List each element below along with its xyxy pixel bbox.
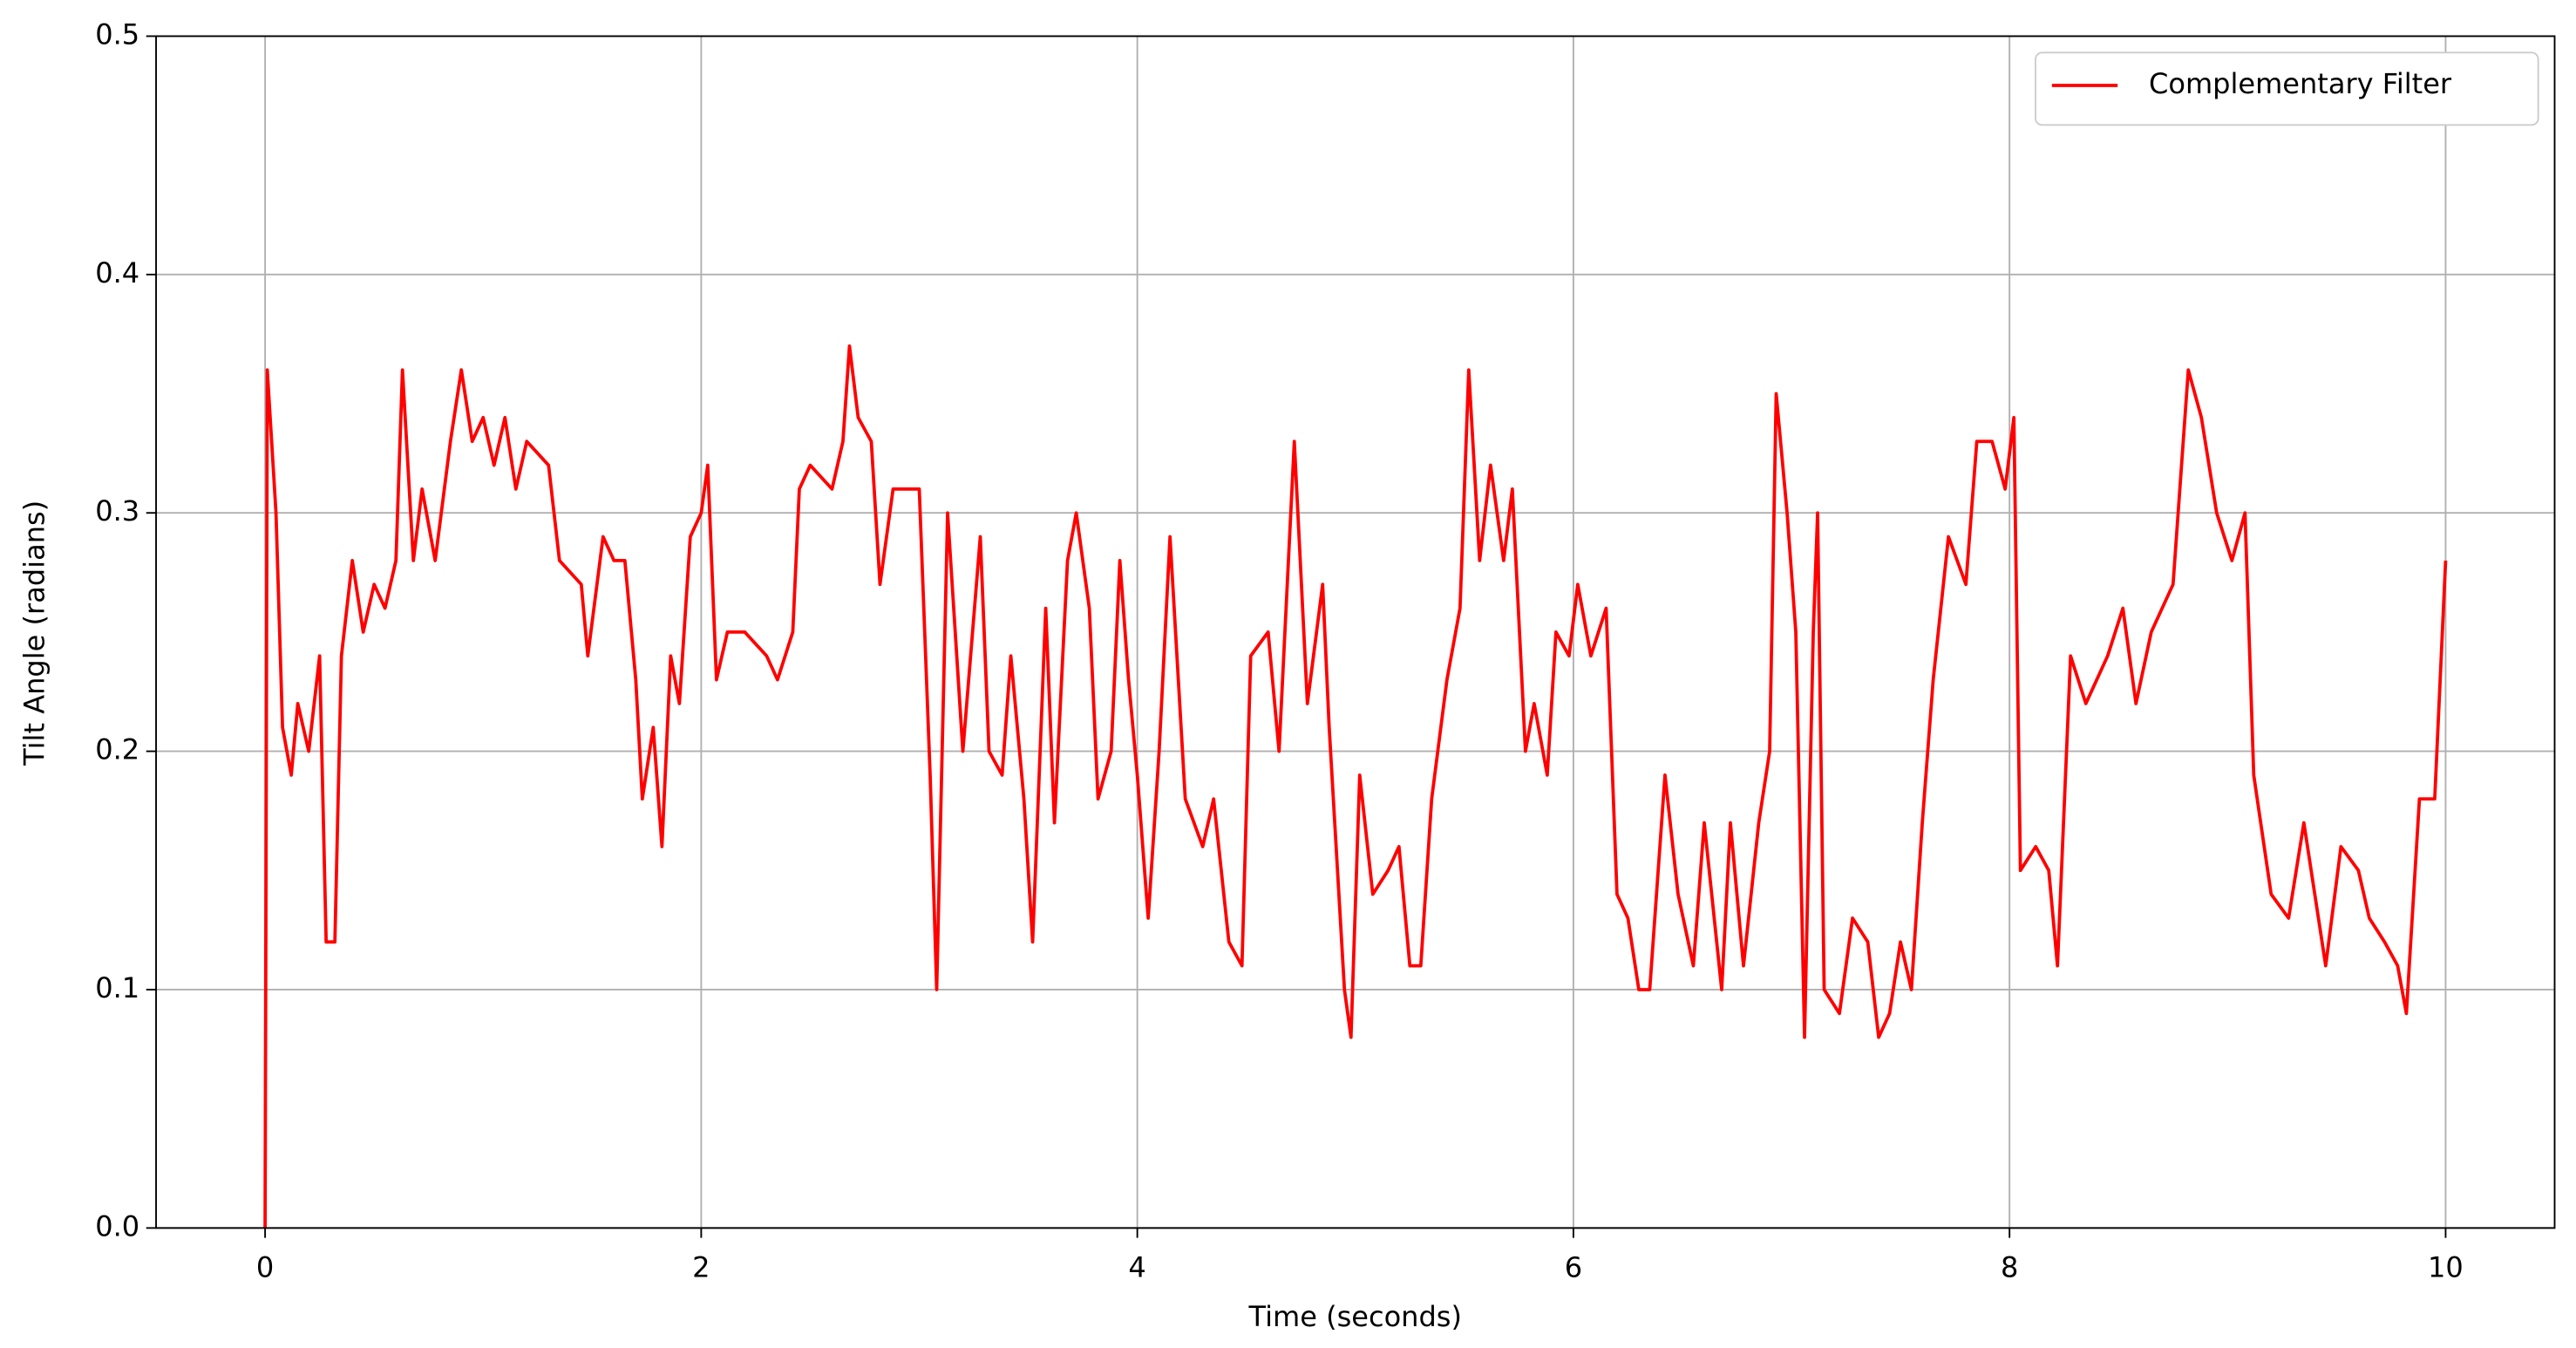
- x-tick-label: 2: [692, 1250, 710, 1283]
- x-tick-label: 8: [2001, 1250, 2018, 1283]
- x-tick-label: 4: [1128, 1250, 1145, 1283]
- x-axis-label: Time (seconds): [1248, 1300, 1462, 1333]
- y-axis-label: Tilt Angle (radians): [17, 500, 51, 766]
- y-tick-label: 0.3: [95, 494, 139, 528]
- plot-frame: [155, 35, 2556, 1229]
- x-tick-label: 10: [2428, 1250, 2464, 1283]
- y-tick-label: 0.2: [95, 733, 139, 766]
- legend-label: Complementary Filter: [2149, 67, 2452, 100]
- y-tick-label: 0.1: [95, 971, 139, 1004]
- legend-box: [2035, 51, 2539, 126]
- x-tick-label: 0: [256, 1250, 274, 1283]
- legend: Complementary Filter: [2035, 51, 2539, 126]
- y-tick-label: 0.5: [95, 17, 139, 51]
- y-tick-label: 0.4: [95, 256, 139, 289]
- x-tick-label: 6: [1565, 1250, 1582, 1283]
- y-tick-label: 0.0: [95, 1209, 139, 1242]
- data-line: [263, 344, 2448, 1229]
